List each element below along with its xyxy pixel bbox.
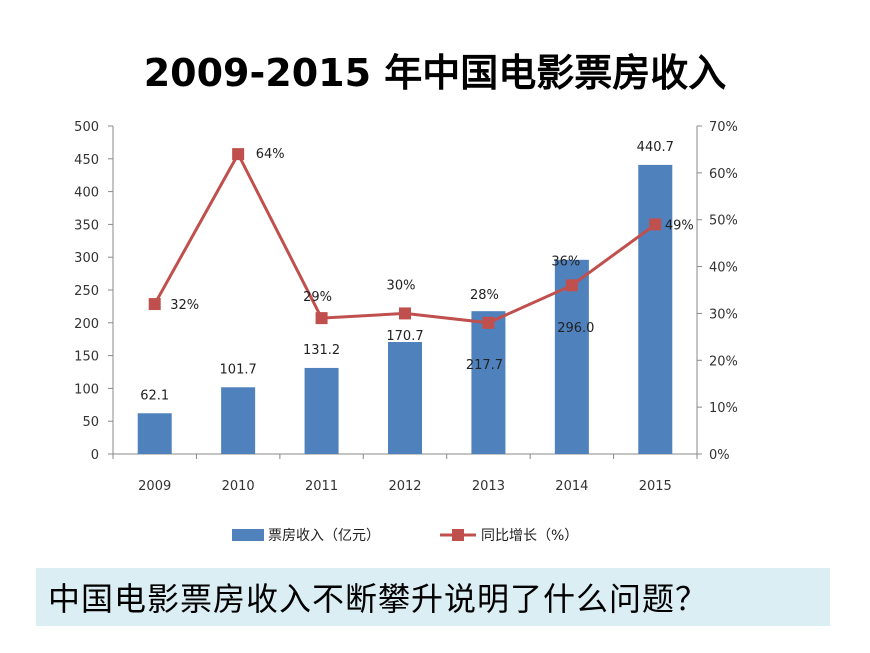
data-labels: 62.1 101.7 131.2 170.7 217.7 296.0 440.7 32% 64%… xyxy=(140,140,694,403)
x-tick-label: 2011 xyxy=(305,479,338,494)
growth-point-2009 xyxy=(148,298,161,311)
chart-axes: 0 50 100 150 200 250 300 350 400 450 500 0% 10% 20% 30… xyxy=(74,120,738,494)
growth-point-2011 xyxy=(315,312,328,325)
x-tick-label: 2014 xyxy=(555,479,588,494)
slide-title: 2009-2015 年中国电影票房收入 xyxy=(143,51,727,95)
bar-value-label: 101.7 xyxy=(220,362,257,377)
y-left-tick-label: 0 xyxy=(91,448,99,463)
bar-value-label: 170.7 xyxy=(386,329,423,344)
bar-value-label: 296.0 xyxy=(557,321,594,336)
growth-value-label: 32% xyxy=(170,298,199,313)
legend-line-label: 同比增长（%） xyxy=(481,528,578,544)
bar-2014 xyxy=(554,259,589,454)
growth-point-2014 xyxy=(565,279,578,292)
y-left-tick-label: 450 xyxy=(74,153,99,168)
y-left-tick-label: 500 xyxy=(74,120,99,135)
y-left-tick-label: 50 xyxy=(82,415,99,430)
y-right-tick-label: 0% xyxy=(709,448,730,463)
legend-line-marker xyxy=(452,529,464,541)
y-right-tick-label: 70% xyxy=(709,120,738,135)
x-tick-label: 2015 xyxy=(639,479,672,494)
growth-value-label: 64% xyxy=(256,147,285,162)
growth-point-2012 xyxy=(399,307,411,320)
growth-value-label: 49% xyxy=(665,218,694,233)
growth-value-label: 36% xyxy=(551,254,580,269)
y-right-tick-label: 60% xyxy=(709,167,738,182)
y-left-tick-label: 400 xyxy=(74,186,99,201)
bar-2009 xyxy=(137,413,172,454)
bar-2015 xyxy=(638,164,673,454)
y-left-tick-label: 150 xyxy=(74,350,99,365)
growth-value-label: 30% xyxy=(387,278,416,293)
chart-legend: 票房收入（亿元） 同比增长（%） xyxy=(232,528,578,544)
y-right-tick-label: 10% xyxy=(709,401,738,416)
bar-series xyxy=(137,164,673,454)
growth-point-2015 xyxy=(649,218,662,231)
y-right-tick-label: 40% xyxy=(709,261,738,276)
bar-value-label: 440.7 xyxy=(637,140,674,155)
question-banner: 中国电影票房收入不断攀升说明了什么问题？ xyxy=(36,568,830,626)
growth-point-2010 xyxy=(232,148,245,161)
bar-value-label: 62.1 xyxy=(140,388,169,403)
bar-value-label: 217.7 xyxy=(466,358,503,373)
y-left-tick-label: 350 xyxy=(74,218,99,233)
bar-2012 xyxy=(388,342,422,454)
y-right-tick-label: 50% xyxy=(709,214,738,229)
question-text: 中国电影票房收入不断攀升说明了什么问题？ xyxy=(48,580,709,618)
growth-point-2013 xyxy=(482,316,495,329)
y-left-tick-label: 300 xyxy=(74,251,99,266)
growth-value-label: 28% xyxy=(470,288,499,303)
legend-bar-label: 票房收入（亿元） xyxy=(268,528,380,544)
bar-value-label: 131.2 xyxy=(303,343,340,358)
line-series xyxy=(148,148,662,329)
growth-value-label: 29% xyxy=(303,290,332,305)
y-right-tick-label: 30% xyxy=(709,307,738,322)
y-left-tick-label: 250 xyxy=(74,284,99,299)
x-tick-label: 2010 xyxy=(222,479,255,494)
x-tick-label: 2013 xyxy=(472,479,505,494)
x-tick-label: 2012 xyxy=(388,479,421,494)
x-tick-label: 2009 xyxy=(138,479,171,494)
legend-bar-swatch xyxy=(232,529,264,541)
y-left-tick-label: 100 xyxy=(74,382,99,397)
bar-2013 xyxy=(471,311,506,454)
y-left-tick-label: 200 xyxy=(74,317,99,332)
bar-2010 xyxy=(221,387,256,454)
bar-2011 xyxy=(304,367,339,454)
y-right-tick-label: 20% xyxy=(709,354,738,369)
